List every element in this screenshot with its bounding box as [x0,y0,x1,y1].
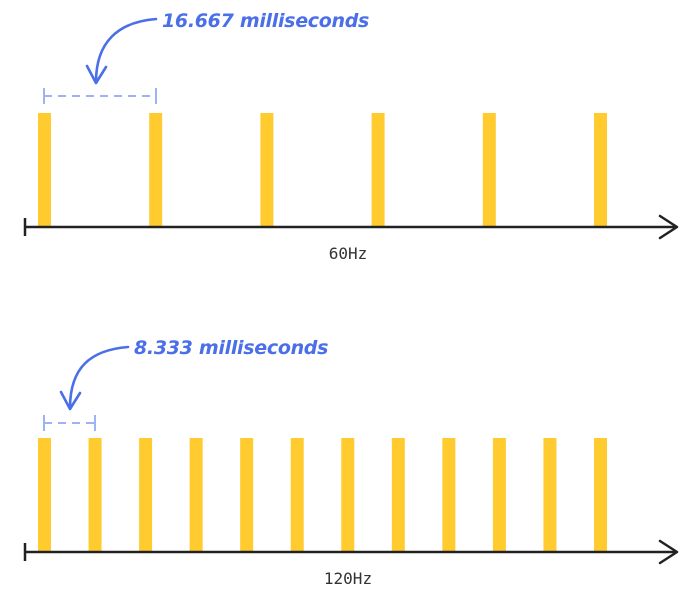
frame-bar [341,438,355,551]
curved-arrow-60hz [94,17,158,84]
frame-bar [139,438,153,551]
curved-arrow-120hz [68,345,130,410]
interval-bracket-120hz [43,415,96,431]
frame-bars-120hz [38,438,607,551]
frame-bar [240,438,254,551]
timeline-60hz: 16.667 milliseconds 60Hz [23,10,679,263]
timeline-120hz: 8.333 milliseconds 120Hz [23,337,679,588]
frame-bar [260,113,274,226]
frame-bar [482,113,496,226]
axis-label-120hz: 120Hz [324,569,372,588]
frame-bar [38,113,51,226]
arrow-head-60hz [85,64,108,85]
frame-bar [594,113,607,226]
frame-bars-60hz [38,113,607,226]
frame-bar [492,438,506,551]
frame-bar [371,113,385,226]
frame-bar [391,438,405,551]
axis-arrow-icon [658,539,679,565]
frame-bar [442,438,456,551]
time-axis-120hz [23,539,679,565]
axis-label-60hz: 60Hz [329,244,368,263]
frame-bar [290,438,304,551]
frame-bar [594,438,607,551]
interval-bracket-60hz [43,88,157,104]
frame-bar [149,113,163,226]
frame-bar [88,438,102,551]
axis-arrow-icon [658,214,679,240]
frame-bar [543,438,557,551]
frame-bar [189,438,203,551]
interval-label-120hz: 8.333 milliseconds [134,337,328,359]
time-axis-60hz [23,214,679,240]
frame-bar [38,438,51,551]
interval-label-60hz: 16.667 milliseconds [162,10,369,32]
arrow-head-120hz [59,390,82,411]
